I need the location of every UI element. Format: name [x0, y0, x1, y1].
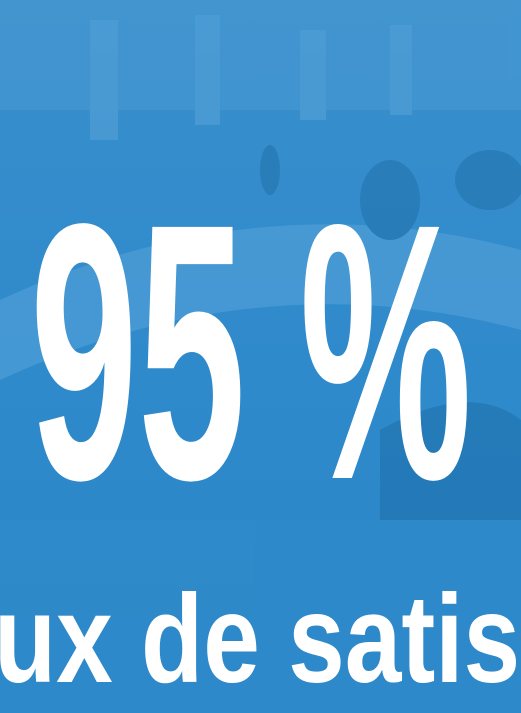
headline-value: 95 %	[30, 149, 472, 556]
banner: 95 % ux de satisf	[0, 0, 521, 713]
page: 95 % ux de satisf (() => { const data = …	[0, 0, 521, 713]
headline-caption: ux de satisf	[0, 570, 521, 709]
